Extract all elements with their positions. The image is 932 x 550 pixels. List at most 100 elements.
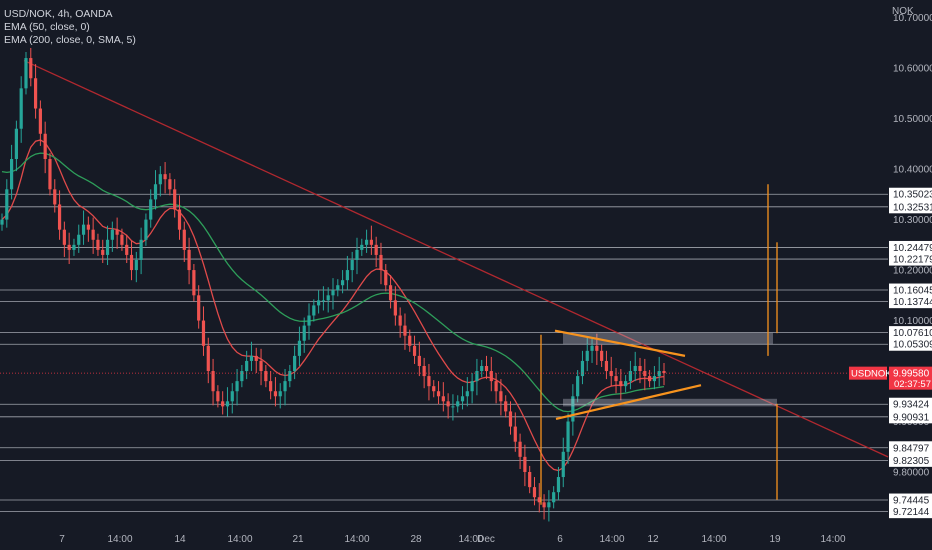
candle-body — [81, 224, 86, 235]
candle-body — [19, 88, 23, 129]
candle-body — [547, 502, 551, 508]
candle — [384, 264, 388, 292]
candle-body — [489, 371, 493, 382]
candle-body — [321, 300, 326, 302]
candle-body — [149, 199, 153, 220]
candle — [393, 286, 397, 326]
candle — [72, 238, 76, 256]
candle — [336, 279, 340, 297]
candle — [144, 213, 148, 246]
candle-body — [571, 396, 575, 422]
time-axis-label: 14:00 — [107, 534, 132, 545]
candle — [312, 299, 316, 322]
candle-body — [307, 315, 311, 326]
candle — [197, 285, 201, 329]
candle — [369, 225, 373, 255]
candle — [345, 255, 349, 291]
candle — [408, 329, 412, 352]
time-axis-label: 12 — [647, 534, 659, 545]
candle-body — [412, 345, 417, 356]
level-price-tag-bg — [889, 397, 932, 411]
candle-body — [14, 128, 18, 160]
candle-body — [144, 219, 148, 240]
candle-body — [53, 189, 57, 205]
level-price-tag-bg — [889, 187, 932, 201]
candle — [355, 237, 359, 275]
candle — [9, 144, 14, 200]
candle-body — [446, 401, 450, 407]
ema50-legend[interactable]: EMA (50, close, 0) — [4, 21, 90, 33]
candle — [120, 228, 124, 251]
candle — [14, 120, 18, 172]
candle — [412, 335, 417, 364]
candle-body — [163, 174, 167, 180]
time-axis-label: 7 — [59, 534, 65, 545]
candle-body — [264, 371, 268, 382]
symbol-legend[interactable]: USD/NOK, 4h, OANDA — [4, 8, 113, 20]
candle — [571, 384, 575, 436]
candle-body — [225, 401, 230, 407]
level-price-text: 10.32531 — [893, 202, 932, 213]
candle-body — [245, 360, 249, 372]
candle — [360, 238, 364, 256]
candle — [652, 365, 657, 390]
candle-body — [283, 381, 287, 392]
level-price-text: 9.93424 — [893, 400, 930, 411]
candle-body — [576, 376, 580, 397]
level-price-text: 9.74445 — [893, 496, 930, 507]
candle-body — [417, 355, 421, 366]
candle — [600, 344, 604, 367]
candle — [206, 337, 210, 384]
candle — [96, 233, 100, 256]
candle — [436, 381, 441, 405]
candle — [494, 373, 498, 404]
candle-body — [110, 229, 114, 240]
candle-body — [484, 365, 489, 372]
candle — [129, 240, 134, 281]
time-axis-label: 14:00 — [820, 534, 845, 545]
triangle-upper-line — [554, 329, 686, 357]
candle — [470, 373, 474, 404]
candle — [585, 336, 589, 372]
level-price-text: 10.16045 — [893, 286, 932, 297]
candle — [633, 351, 637, 382]
candle-body — [96, 239, 100, 250]
candle-body — [129, 254, 134, 271]
candle-body — [158, 174, 162, 185]
candle — [321, 286, 326, 311]
candle — [192, 264, 196, 302]
candle — [168, 173, 172, 196]
ema200-legend[interactable]: EMA (200, close, 0, SMA, 5) — [4, 34, 136, 46]
candle — [504, 395, 508, 418]
candle — [513, 412, 517, 452]
candle-body — [436, 391, 441, 397]
candle — [201, 306, 206, 356]
candle — [508, 401, 513, 435]
candle-body — [192, 270, 196, 296]
candle-body — [580, 360, 585, 377]
candle — [283, 369, 287, 406]
level-price-text: 10.07610 — [893, 328, 932, 339]
level-price-tag-bg — [889, 295, 932, 309]
candle-body — [331, 290, 335, 296]
candle-body — [197, 295, 201, 321]
support-zone — [563, 398, 777, 407]
candle — [499, 379, 503, 416]
candle — [0, 213, 4, 231]
candle-body — [235, 381, 239, 392]
candle — [187, 237, 191, 285]
level-price-tag-bg — [889, 453, 932, 467]
candle — [657, 356, 661, 387]
level-price-tag: 9.93424 — [889, 397, 932, 411]
candle — [576, 370, 580, 403]
level-price-tag: 10.24479 — [889, 240, 932, 254]
candle-body — [585, 350, 589, 361]
axis-tick-label: 10.20000 — [893, 266, 932, 277]
candle-body — [374, 244, 378, 255]
level-price-text: 9.72144 — [893, 507, 930, 518]
candle-body — [139, 239, 143, 260]
candle — [604, 350, 609, 380]
candle — [307, 303, 311, 340]
